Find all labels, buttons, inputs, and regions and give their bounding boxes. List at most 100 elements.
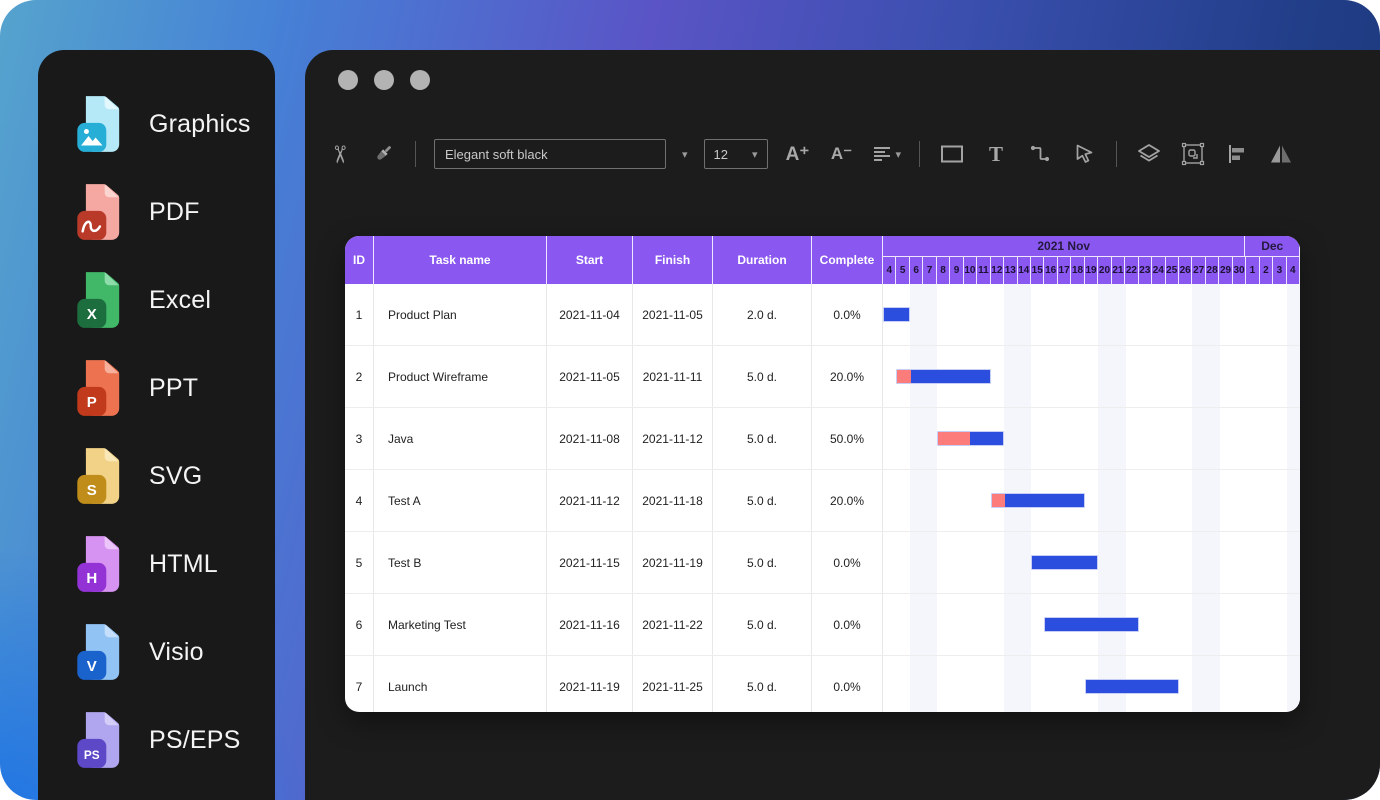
font-size-select[interactable]: 12 ▾ — [703, 139, 768, 169]
column-header-task-name: Task name — [374, 236, 547, 284]
increase-font-button[interactable]: A⁺ — [784, 138, 812, 170]
font-decrease-icon: A⁻ — [830, 144, 853, 163]
chevron-down-icon: ▾ — [752, 148, 758, 161]
day-header: 13 — [1004, 257, 1018, 284]
format-painter-button[interactable] — [369, 138, 397, 170]
layers-icon — [1138, 144, 1160, 162]
gantt-bar-progress — [991, 494, 1005, 507]
cell-complete: 0.0% — [812, 594, 883, 655]
text-align-button[interactable]: ▾ — [872, 138, 902, 170]
gantt-bar-progress — [897, 370, 911, 383]
cut-button[interactable]: ✂ — [325, 138, 353, 170]
font-size-value: 12 — [713, 146, 728, 162]
toolbar: ✂ Elegant soft black ▾ 12 ▾ A⁺ A⁻ — [325, 132, 1366, 176]
cell-duration: 5.0 d. — [713, 346, 812, 407]
sidebar-item-label: Visio — [149, 637, 204, 666]
cell-name: Product Wireframe — [374, 346, 547, 407]
cell-finish: 2021-11-25 — [633, 656, 713, 712]
file-type-icon: S — [77, 448, 120, 504]
day-header: 4 — [883, 257, 897, 284]
gantt-bar[interactable] — [936, 431, 1005, 446]
layers-button[interactable] — [1135, 138, 1163, 170]
connector-icon — [1030, 145, 1050, 162]
day-header: 9 — [950, 257, 964, 284]
sidebar-item-ppt[interactable]: P PPT — [38, 344, 275, 432]
cell-id: 2 — [345, 346, 374, 407]
gantt-bar[interactable] — [1084, 679, 1179, 694]
font-family-select[interactable]: Elegant soft black — [434, 139, 666, 169]
rectangle-shape-button[interactable] — [938, 138, 966, 170]
day-header: 14 — [1017, 257, 1031, 284]
timeline-cell — [883, 470, 1300, 531]
window-dot-1[interactable] — [338, 70, 358, 90]
svg-text:X: X — [87, 306, 97, 323]
month-header-2021-nov: 2021 Nov — [883, 236, 1246, 257]
align-left-objects-icon — [1229, 145, 1245, 163]
table-row: 2 Product Wireframe 2021-11-05 2021-11-11 5.… — [345, 346, 1300, 408]
day-header: 22 — [1125, 257, 1139, 284]
day-header: 15 — [1030, 257, 1045, 284]
day-header: 19 — [1084, 257, 1099, 284]
gantt-bar[interactable] — [1030, 555, 1099, 570]
chevron-down-icon: ▾ — [895, 148, 902, 161]
timeline-month-row: 2021 Nov Dec — [883, 236, 1300, 257]
font-family-value: Elegant soft black — [445, 146, 548, 162]
toolbar-separator — [919, 141, 921, 167]
day-header: 17 — [1057, 257, 1072, 284]
pointer-tool-button[interactable] — [1070, 138, 1098, 170]
gantt-header: ID Task name Start Finish Duration Complete 2… — [345, 236, 1300, 284]
weekend-stripe — [1205, 284, 1220, 712]
day-header: 20 — [1098, 257, 1112, 284]
timeline-cell — [883, 594, 1300, 655]
weekend-stripe — [1111, 284, 1126, 712]
day-header: 11 — [977, 257, 991, 284]
weekend-stripe — [1192, 284, 1207, 712]
sidebar-item-label: PDF — [149, 197, 200, 226]
gantt-bar[interactable] — [1044, 617, 1139, 632]
sidebar-item-visio[interactable]: V Visio — [38, 608, 275, 696]
weekend-stripe — [1098, 284, 1113, 712]
cursor-arrow-icon — [1076, 144, 1093, 163]
text-tool-icon: T — [989, 141, 1004, 166]
sidebar-item-ps-eps[interactable]: PS PS/EPS — [38, 696, 275, 784]
group-objects-button[interactable] — [1179, 138, 1207, 170]
cell-start: 2021-11-19 — [547, 656, 633, 712]
timeline-cell — [883, 656, 1300, 712]
align-objects-button[interactable] — [1223, 138, 1251, 170]
cell-duration: 2.0 d. — [713, 284, 812, 345]
cell-complete: 0.0% — [812, 532, 883, 593]
window-controls — [338, 70, 430, 90]
flip-button[interactable] — [1267, 138, 1295, 170]
cell-duration: 5.0 d. — [713, 532, 812, 593]
sidebar-item-svg[interactable]: S SVG — [38, 432, 275, 520]
text-tool-button[interactable]: T — [982, 138, 1010, 170]
export-format-sidebar: Graphics PDF X Excel — [38, 50, 275, 800]
sidebar-item-html[interactable]: H HTML — [38, 520, 275, 608]
connector-tool-button[interactable] — [1026, 138, 1054, 170]
file-type-icon — [77, 184, 120, 240]
file-type-icon: P — [77, 360, 120, 416]
sidebar-item-graphics[interactable]: Graphics — [38, 80, 275, 168]
day-header: 21 — [1111, 257, 1126, 284]
table-row: 1 Product Plan 2021-11-04 2021-11-05 2.0 d. 0… — [345, 284, 1300, 346]
rectangle-icon — [941, 145, 964, 163]
toolbar-separator — [415, 141, 416, 167]
table-row: 5 Test B 2021-11-15 2021-11-19 5.0 d. 0.0% — [345, 532, 1300, 594]
sidebar-item-excel[interactable]: X Excel — [38, 256, 275, 344]
chevron-down-icon[interactable]: ▾ — [682, 148, 688, 161]
day-header: 16 — [1044, 257, 1058, 284]
cell-finish: 2021-11-22 — [633, 594, 713, 655]
cell-name: Java — [374, 408, 547, 469]
day-header: 28 — [1205, 257, 1220, 284]
gantt-bar[interactable] — [896, 369, 991, 384]
window-dot-3[interactable] — [410, 70, 430, 90]
file-type-icon: PS — [77, 712, 120, 768]
decrease-font-button[interactable]: A⁻ — [828, 138, 856, 170]
window-dot-2[interactable] — [374, 70, 394, 90]
sidebar-item-pdf[interactable]: PDF — [38, 168, 275, 256]
gantt-bar[interactable] — [990, 493, 1085, 508]
weekend-stripe — [909, 284, 924, 712]
gantt-bar[interactable] — [883, 307, 910, 322]
timeline-cell — [883, 284, 1300, 345]
cell-id: 1 — [345, 284, 374, 345]
